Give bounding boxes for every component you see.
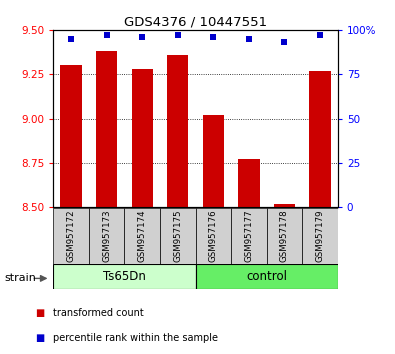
Text: GSM957175: GSM957175 xyxy=(173,210,182,262)
Text: percentile rank within the sample: percentile rank within the sample xyxy=(53,333,218,343)
Bar xyxy=(267,208,302,264)
Text: GSM957179: GSM957179 xyxy=(316,210,324,262)
Text: GSM957173: GSM957173 xyxy=(102,210,111,262)
Bar xyxy=(96,51,117,207)
Text: GSM957172: GSM957172 xyxy=(67,210,75,262)
Bar xyxy=(89,208,124,264)
Bar xyxy=(274,204,295,207)
Point xyxy=(210,34,216,40)
Text: strain: strain xyxy=(4,273,36,283)
Text: GSM957174: GSM957174 xyxy=(138,210,147,262)
Point xyxy=(103,33,110,38)
Bar xyxy=(124,208,160,264)
Bar xyxy=(309,71,331,207)
Bar xyxy=(53,264,196,289)
Text: GSM957176: GSM957176 xyxy=(209,210,218,262)
Point xyxy=(281,40,288,45)
Text: GSM957178: GSM957178 xyxy=(280,210,289,262)
Bar xyxy=(196,264,338,289)
Text: Ts65Dn: Ts65Dn xyxy=(103,270,146,283)
Bar xyxy=(60,65,82,207)
Bar xyxy=(302,208,338,264)
Bar xyxy=(196,208,231,264)
Bar xyxy=(167,55,188,207)
Text: ■: ■ xyxy=(36,308,45,318)
Title: GDS4376 / 10447551: GDS4376 / 10447551 xyxy=(124,16,267,29)
Bar xyxy=(160,208,196,264)
Bar xyxy=(238,159,260,207)
Bar xyxy=(53,208,89,264)
Point xyxy=(317,33,323,38)
Point xyxy=(68,36,74,42)
Text: ■: ■ xyxy=(36,333,45,343)
Bar xyxy=(132,69,153,207)
Bar xyxy=(231,208,267,264)
Text: GSM957177: GSM957177 xyxy=(245,210,253,262)
Bar xyxy=(203,115,224,207)
Text: transformed count: transformed count xyxy=(53,308,144,318)
Point xyxy=(246,36,252,42)
Point xyxy=(139,34,145,40)
Text: control: control xyxy=(246,270,287,283)
Point xyxy=(175,33,181,38)
